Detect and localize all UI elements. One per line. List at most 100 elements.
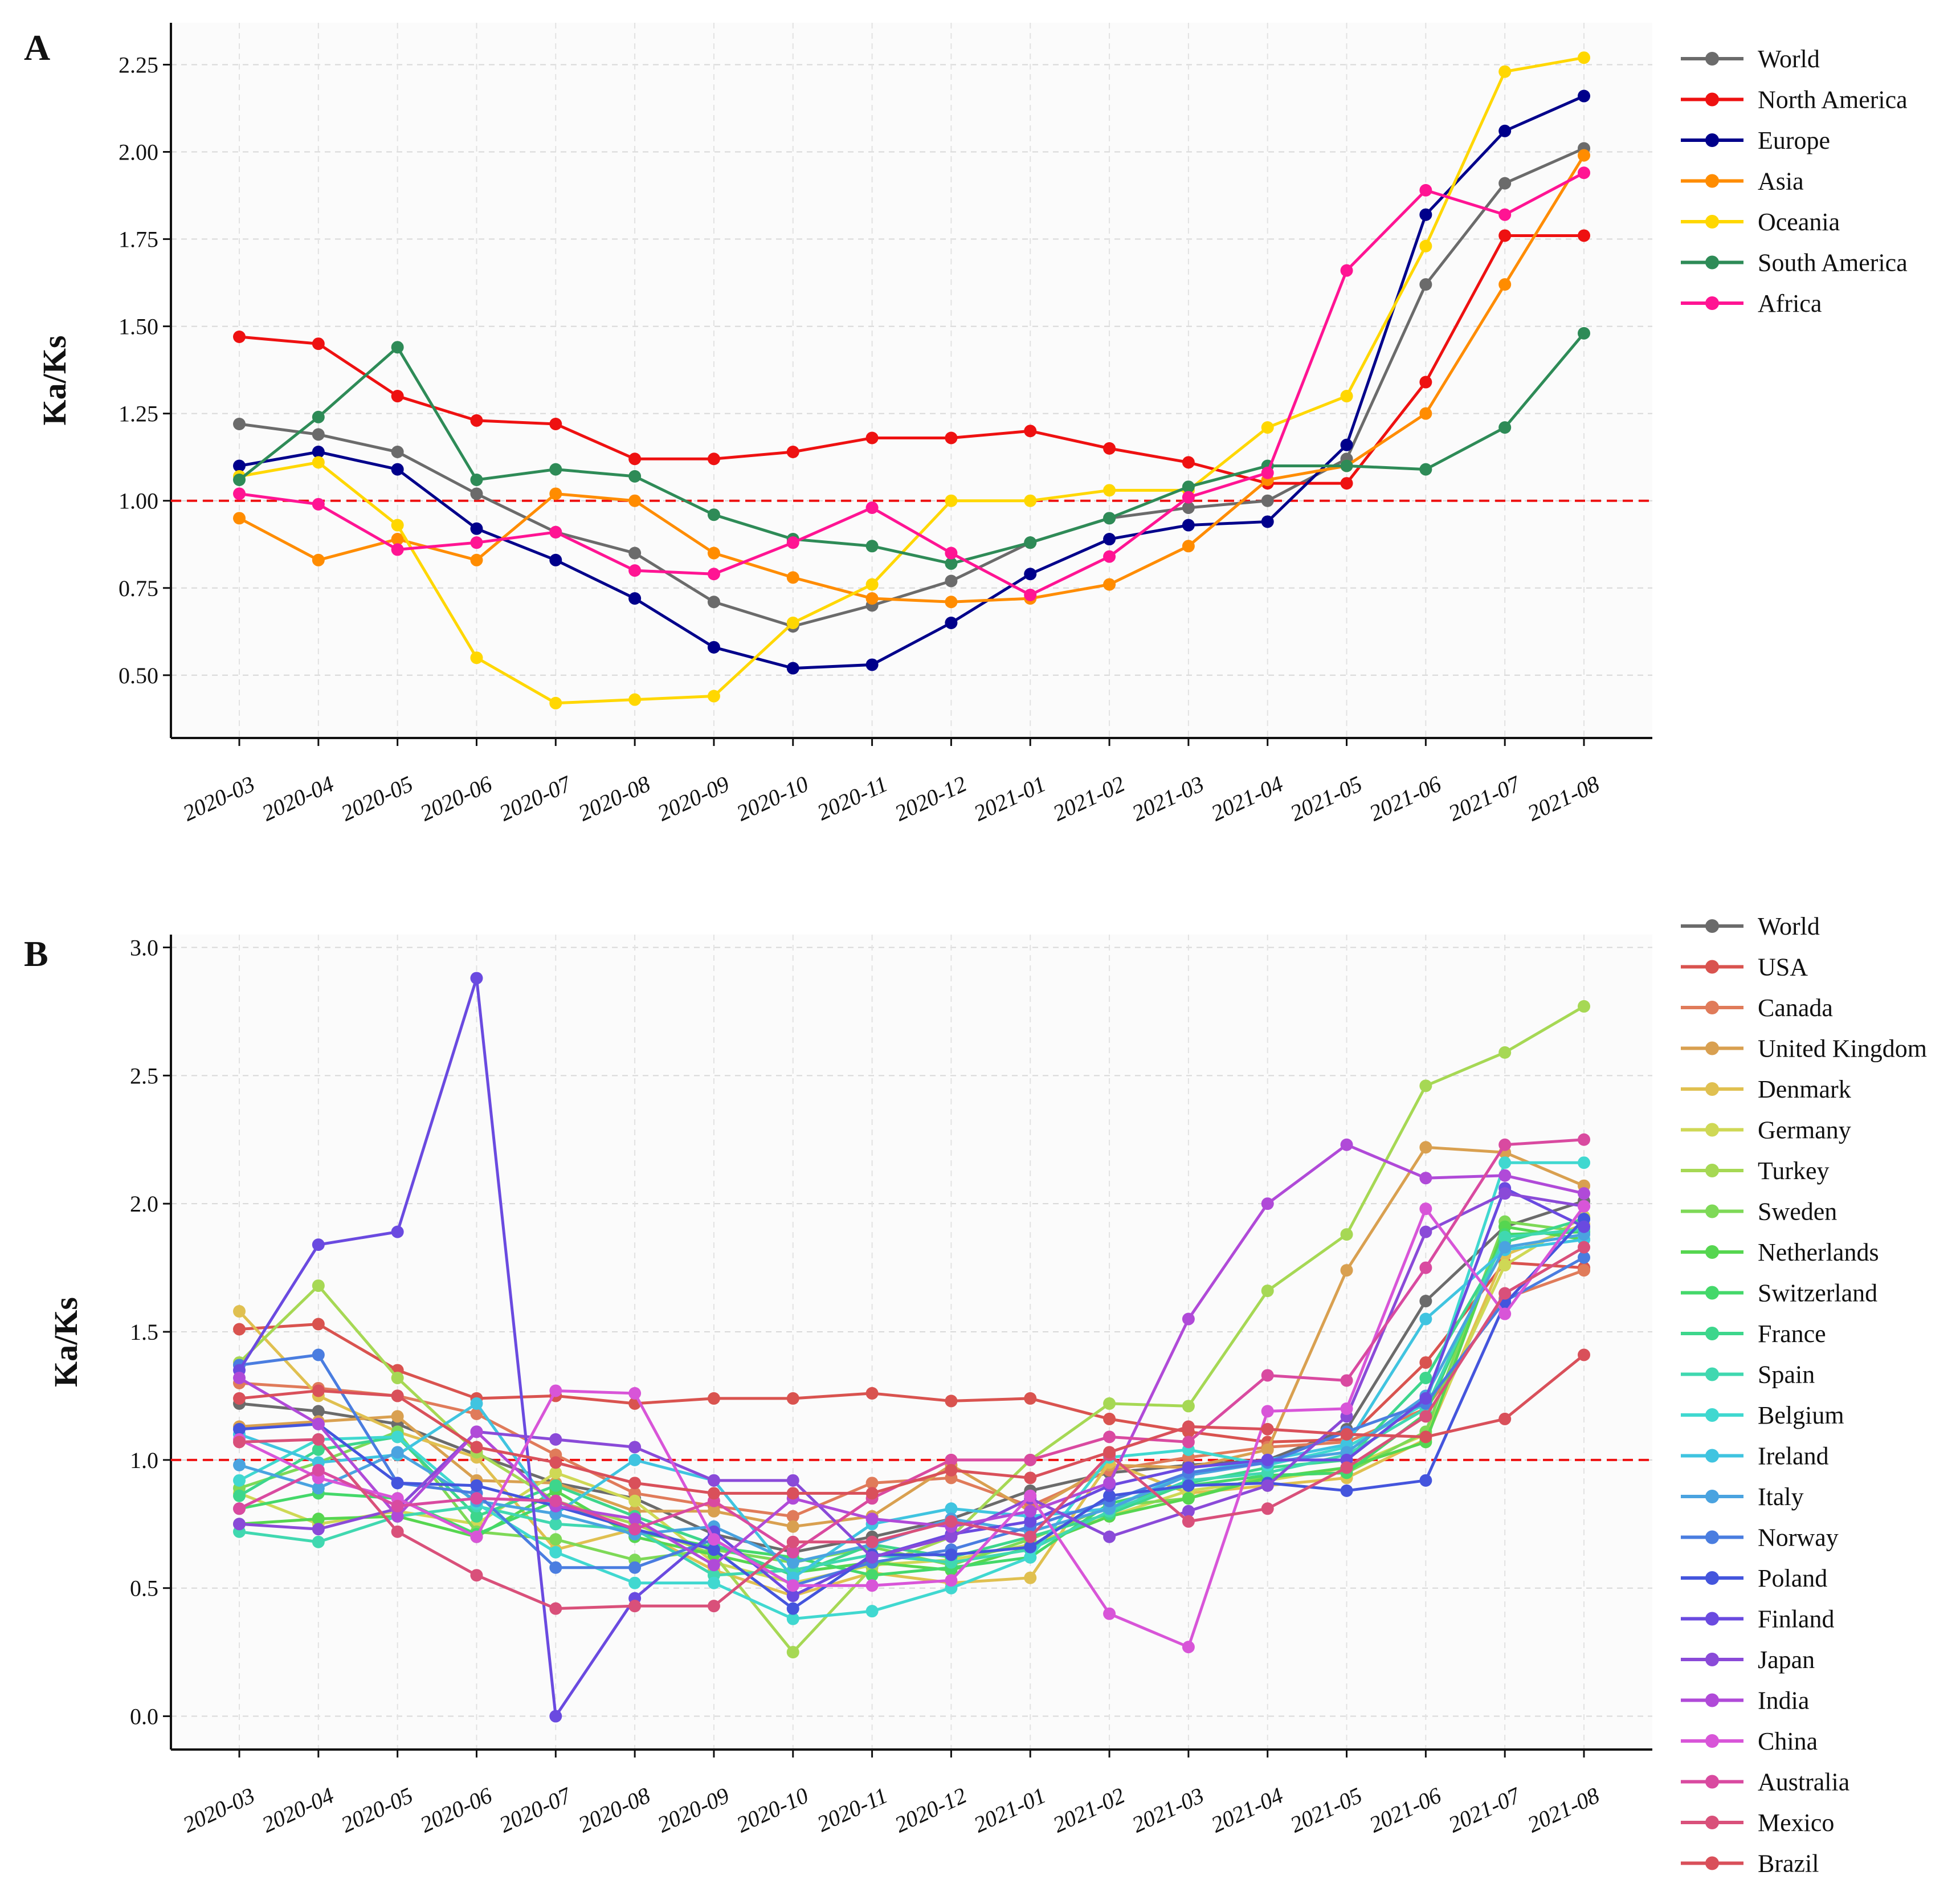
data-point	[1419, 208, 1432, 221]
data-point	[865, 431, 879, 445]
data-point	[707, 568, 720, 581]
data-point	[1261, 1369, 1274, 1382]
data-point	[1419, 184, 1432, 197]
x-tick-label: 2021-02	[1049, 770, 1129, 826]
data-point	[786, 1487, 799, 1500]
data-point	[233, 1489, 246, 1502]
data-point	[391, 1389, 404, 1402]
data-point	[470, 522, 483, 535]
data-point	[1340, 1461, 1353, 1474]
legend-swatch-marker	[1705, 1490, 1719, 1503]
legend-entry: South America	[1758, 249, 1908, 277]
data-point	[1419, 1172, 1432, 1185]
legend-entry: Australia	[1758, 1768, 1849, 1796]
series-line	[239, 1238, 1585, 1580]
legend: World North America Europe Asia Oceania South…	[1681, 45, 1908, 317]
data-point	[312, 428, 325, 441]
series-china	[233, 1200, 1590, 1654]
series-line	[238, 1138, 1585, 1554]
series-line	[239, 95, 1585, 670]
data-point	[1182, 1479, 1195, 1492]
legend-swatch-marker	[1705, 1816, 1719, 1829]
x-tick-label: 2021-08	[1524, 1782, 1603, 1837]
y-axis-title: Ka/Ks	[47, 1297, 84, 1387]
legend: World USA Canada United Kingdom Denmark Germa…	[1681, 912, 1927, 1878]
legend-swatch-marker	[1705, 1571, 1719, 1585]
data-point	[945, 1463, 958, 1477]
data-point	[628, 1477, 642, 1490]
x-tick-label: 2021-08	[1524, 770, 1603, 826]
data-point	[628, 1441, 642, 1454]
data-point	[1578, 89, 1590, 103]
data-point	[707, 1474, 720, 1487]
data-point	[391, 1499, 404, 1512]
data-point	[786, 1510, 799, 1523]
data-point	[1419, 376, 1432, 389]
data-point	[628, 1494, 642, 1507]
data-point	[1578, 1187, 1590, 1200]
data-point	[628, 1576, 642, 1589]
y-tick-label: 1.00	[119, 488, 158, 514]
data-point	[1419, 1312, 1432, 1326]
data-point	[312, 553, 325, 566]
legend-swatch-marker	[1705, 1041, 1719, 1055]
data-point	[470, 1569, 483, 1582]
x-tick-label: 2021-07	[1444, 770, 1525, 826]
data-point	[786, 1535, 799, 1548]
data-point	[1498, 229, 1512, 242]
data-point	[628, 1387, 642, 1400]
data-point	[1340, 1138, 1353, 1151]
data-point	[628, 1523, 642, 1536]
y-tick-label: 1.5	[130, 1319, 158, 1345]
legend-entry: India	[1758, 1687, 1809, 1715]
data-point	[945, 494, 958, 507]
data-point	[1578, 1264, 1590, 1277]
panel-label: B	[24, 933, 48, 974]
x-tick-label: 2021-05	[1286, 770, 1366, 826]
data-point	[945, 596, 958, 609]
data-point	[1103, 484, 1116, 497]
data-point	[1024, 1489, 1037, 1502]
legend-entry: Germany	[1758, 1116, 1851, 1144]
data-point	[470, 414, 483, 427]
data-point	[391, 1510, 404, 1523]
data-point	[1024, 1515, 1037, 1528]
data-point	[391, 446, 404, 458]
data-point	[470, 473, 483, 486]
data-point	[470, 1492, 483, 1505]
data-point	[865, 1579, 879, 1592]
legend-entry: Denmark	[1758, 1075, 1851, 1103]
legend-swatch-marker	[1705, 1530, 1719, 1544]
series-line	[238, 1222, 1585, 1597]
data-point	[786, 1602, 799, 1615]
series-europe	[233, 89, 1590, 675]
legend-entry: Brazil	[1758, 1850, 1819, 1878]
data-point	[1261, 1479, 1274, 1492]
data-point	[1498, 1046, 1512, 1059]
data-point	[865, 1512, 879, 1526]
legend-swatch-marker	[1705, 1001, 1719, 1014]
data-point	[312, 1348, 325, 1361]
data-point	[865, 540, 879, 553]
data-point	[233, 1502, 246, 1515]
data-point	[865, 658, 879, 671]
x-tick-label: 2020-11	[813, 1782, 891, 1837]
data-point	[1578, 229, 1590, 242]
data-point	[1419, 1225, 1432, 1238]
legend-swatch-marker	[1705, 174, 1719, 188]
data-point	[865, 578, 879, 591]
legend-swatch-marker	[1705, 215, 1719, 229]
legend-swatch-marker	[1705, 1286, 1719, 1300]
data-point	[1498, 1307, 1512, 1320]
data-point	[312, 1463, 325, 1477]
data-point	[233, 1436, 246, 1449]
x-tick-label: 2021-01	[970, 770, 1050, 826]
data-point	[1419, 1474, 1432, 1487]
data-point	[312, 446, 325, 458]
x-tick-label: 2020-09	[654, 770, 733, 826]
y-tick-label: 2.5	[130, 1063, 158, 1088]
data-point	[1340, 1228, 1353, 1241]
data-point	[786, 1612, 799, 1625]
data-point	[312, 337, 325, 350]
data-point	[707, 641, 720, 654]
